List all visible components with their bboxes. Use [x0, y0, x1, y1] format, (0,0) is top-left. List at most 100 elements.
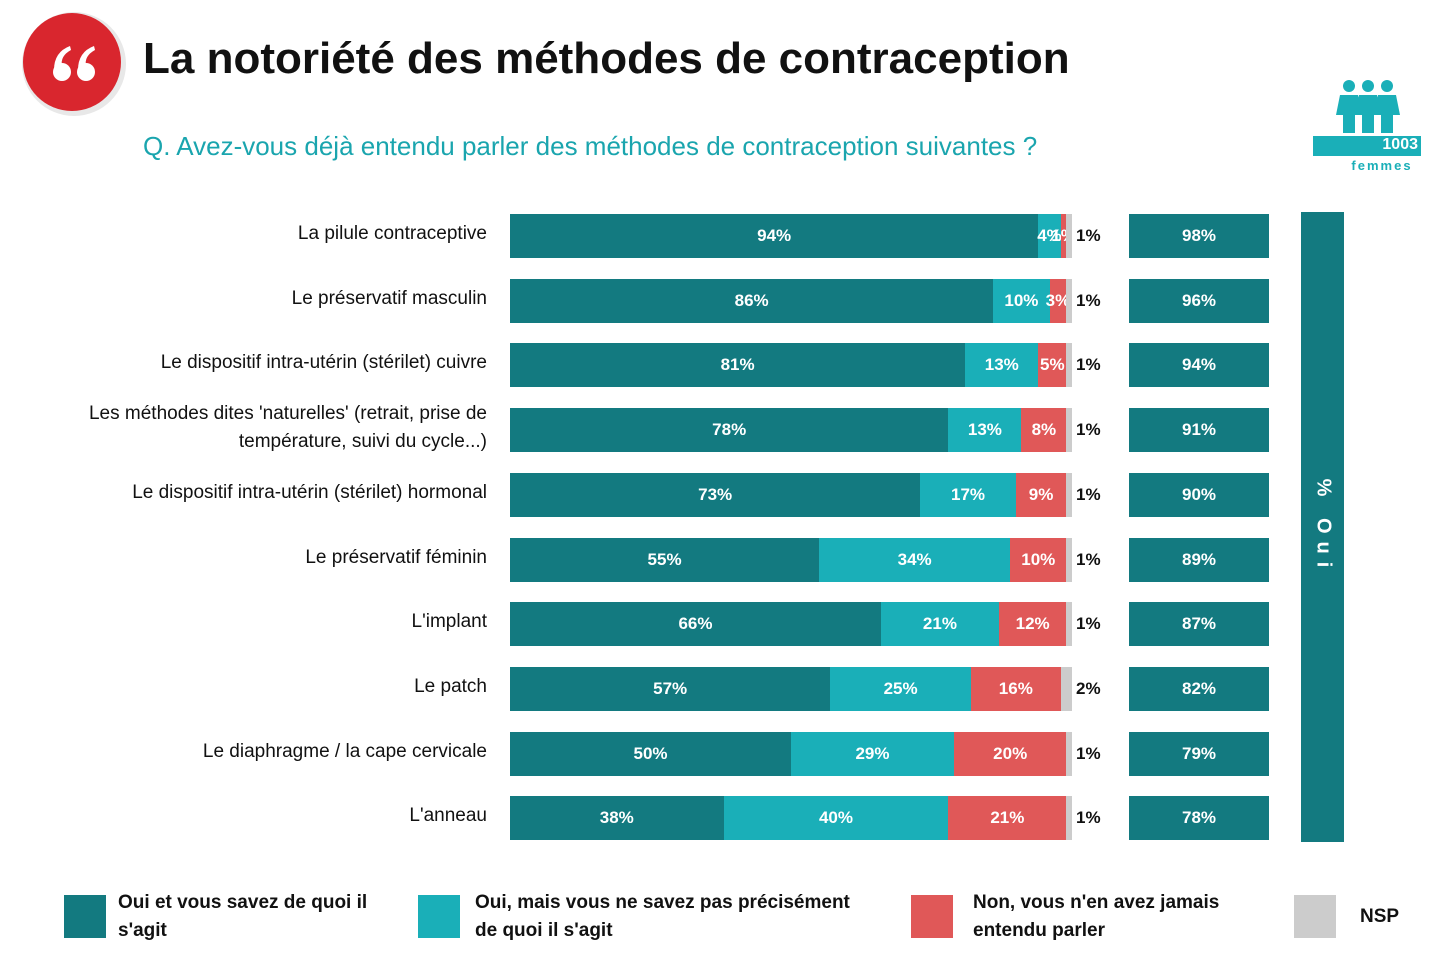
value-label: 1% — [1076, 743, 1101, 763]
value-label: 3% — [1045, 290, 1071, 310]
total-label: 96% — [1181, 290, 1217, 310]
value-label: 1% — [1076, 614, 1101, 634]
value-label: 12% — [1015, 614, 1050, 634]
value-label: 1% — [1076, 549, 1101, 569]
value-label: 20% — [993, 743, 1028, 763]
quote-badge — [23, 13, 121, 111]
value-label: 5% — [1040, 355, 1065, 375]
legend-swatch — [911, 895, 953, 938]
bar-segment — [510, 472, 921, 517]
bar-segment — [948, 796, 1067, 841]
value-label: 1% — [1076, 355, 1101, 375]
chart-subtitle: Q. Avez-vous déjà entendu parler des mét… — [143, 131, 1038, 161]
bar-segment — [1010, 537, 1067, 582]
value-label: 73% — [698, 484, 733, 504]
category-label: Les méthodes dites 'naturelles' (retrait… — [88, 403, 487, 453]
totals-header-box: % Oui — [1301, 212, 1344, 842]
bar-segment — [1066, 472, 1072, 517]
value-label: 86% — [734, 290, 769, 310]
value-label: 1% — [1076, 484, 1101, 504]
value-label: 29% — [855, 743, 890, 763]
bar-segment — [1049, 278, 1067, 323]
value-label: 4% — [1037, 226, 1062, 245]
bar-segment — [1066, 537, 1072, 582]
total-bar — [1129, 796, 1269, 841]
bar-segment — [510, 408, 949, 453]
bar-segment — [1060, 214, 1067, 258]
value-label: 38% — [599, 808, 634, 828]
quote-icon — [53, 46, 95, 81]
bar-segment — [1066, 343, 1072, 388]
value-label: 50% — [633, 743, 668, 763]
value-label: 17% — [951, 484, 986, 504]
bar-segment — [819, 537, 1011, 582]
bar-segment — [993, 278, 1050, 323]
value-label: 13% — [967, 420, 1002, 440]
legend-label: Oui et vous savez de quoi il s'agit — [118, 892, 368, 941]
bar-segment — [1021, 408, 1067, 453]
bar-segment — [998, 602, 1067, 647]
total-bar — [1129, 666, 1269, 711]
value-label: 57% — [653, 678, 688, 698]
bar-segment — [510, 214, 1039, 258]
bar-segment — [1015, 472, 1067, 517]
category-label: Le préservatif féminin — [305, 546, 487, 568]
bar-segment — [948, 408, 1022, 453]
total-label: 91% — [1181, 420, 1217, 440]
category-label: Le préservatif masculin — [291, 287, 487, 309]
bar-segment — [791, 731, 954, 776]
total-bar — [1129, 472, 1269, 517]
value-label: 94% — [757, 226, 792, 245]
bar-segment — [965, 343, 1039, 388]
legend-label: Oui, mais vous ne savez pas précisément … — [475, 892, 850, 941]
legend-swatch — [1294, 895, 1336, 938]
value-label: 78% — [712, 420, 747, 440]
value-label: 40% — [818, 808, 853, 828]
bar-segment — [880, 602, 999, 647]
total-bar — [1129, 278, 1269, 323]
total-bar — [1129, 214, 1269, 258]
bar-segment — [920, 472, 1016, 517]
sample-count: 1003 — [1382, 136, 1418, 153]
bar-segment — [510, 537, 820, 582]
value-label: 25% — [883, 678, 918, 698]
totals-header: % Oui — [1312, 478, 1334, 576]
value-label: 21% — [922, 614, 957, 634]
people-icon — [1313, 80, 1421, 156]
value-label: 10% — [1004, 290, 1039, 310]
bar-segment — [1066, 731, 1072, 776]
value-label: 34% — [897, 549, 932, 569]
total-label: 79% — [1181, 743, 1217, 763]
value-label: 66% — [678, 614, 713, 634]
bar-segment — [510, 343, 966, 388]
bar-segment — [953, 731, 1067, 776]
legend-label: NSP — [1360, 906, 1400, 927]
bar-segment — [510, 278, 994, 323]
bar-segment — [1066, 278, 1072, 323]
total-label: 94% — [1181, 355, 1217, 375]
category-label: Le dispositif intra-utérin (stérilet) ho… — [132, 481, 487, 503]
category-label: L'implant — [411, 611, 487, 633]
total-bar — [1129, 408, 1269, 453]
total-label: 82% — [1181, 678, 1217, 698]
value-label: 81% — [720, 355, 755, 375]
bar-segment — [1066, 796, 1072, 841]
value-label: 13% — [984, 355, 1019, 375]
value-label: 1% — [1076, 290, 1101, 310]
category-label: Le diaphragme / la cape cervicale — [202, 740, 487, 762]
value-label: 10% — [1021, 549, 1056, 569]
bar-segment — [1038, 343, 1067, 388]
bar-segment — [970, 666, 1061, 711]
value-label: 1% — [1076, 808, 1101, 828]
total-bar — [1129, 731, 1269, 776]
legend-swatch — [418, 895, 460, 938]
total-label: 98% — [1181, 226, 1217, 245]
value-label: 8% — [1031, 420, 1057, 440]
bar-segment — [1060, 666, 1072, 711]
chart-title: La notoriété des méthodes de contracepti… — [143, 34, 1070, 83]
bar-segment — [723, 796, 949, 841]
value-label: 1% — [1076, 226, 1101, 245]
value-label: 16% — [998, 678, 1033, 698]
value-label: 9% — [1028, 484, 1054, 504]
